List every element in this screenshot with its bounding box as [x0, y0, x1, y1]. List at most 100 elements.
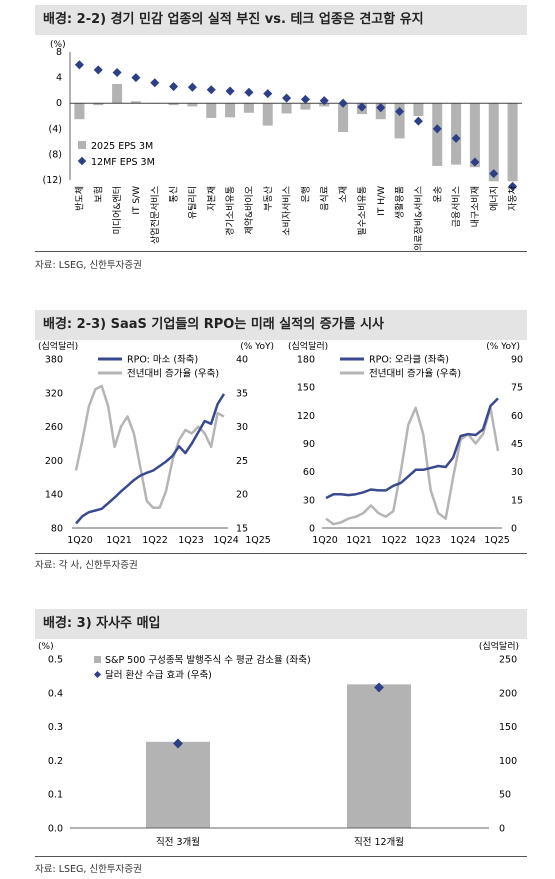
y-tick-label: (12)	[42, 175, 62, 186]
x-tick-label: 1Q25	[245, 535, 271, 546]
buyback-chart: (%) (십억달러) 0.5 0.4 0.3 0.2 0.1 0.0 250 200 150 100 5…	[38, 640, 519, 848]
left-tick-label: 260	[45, 422, 63, 433]
right-unit-label: (십억달러)	[479, 640, 519, 652]
x-category-label: 소재	[338, 186, 349, 203]
eps-2025-bar	[300, 103, 311, 110]
right-tick-label: 45	[511, 439, 523, 450]
eps-12mf-marker	[432, 124, 442, 134]
y-tick-label: 8	[56, 47, 62, 58]
eps-12mf-marker	[225, 86, 235, 96]
left-tick-label: 380	[45, 355, 63, 366]
eps-12mf-marker	[508, 181, 518, 191]
left-tick-label: 0.0	[48, 824, 63, 835]
section3-source-rule	[35, 856, 527, 857]
sector-eps-chart: (%)8 4 0 (4) (8) (12) 반도체 보험 미디어&엔터 IT S/W 상업전문서비스…	[42, 40, 522, 251]
right-unit-label: (% YoY)	[240, 342, 274, 352]
buyback-share-decrease-bar	[347, 684, 411, 828]
legend-label-yoy: 전년대비 증가율 (우축)	[127, 369, 219, 380]
right-tick-label: 25	[236, 456, 248, 467]
x-category-label: 필수소비유통	[356, 186, 368, 236]
left-tick-label: 0.2	[48, 756, 63, 767]
eps-12mf-marker	[187, 82, 197, 92]
x-category-label: 생활용품	[394, 186, 406, 219]
x-tick-label: 1Q22	[142, 535, 168, 546]
x-tick-label: 1Q23	[415, 535, 441, 546]
eps-2025-bar	[432, 103, 443, 166]
eps-2025-bar	[112, 84, 123, 104]
x-category-label: IT H/W	[377, 186, 387, 216]
eps-2025-bar	[394, 103, 405, 139]
right-tick-label: 150	[499, 722, 517, 733]
section1-source-rule	[35, 251, 527, 252]
x-category-label: 에너지	[489, 186, 500, 211]
left-tick-label: 180	[297, 355, 315, 366]
y-tick-label: (4)	[49, 124, 62, 135]
x-category-label: 부동산	[263, 186, 274, 211]
x-category-label: 제약&바이오	[243, 186, 255, 234]
eps-2025-bar	[206, 103, 217, 118]
rpo-microsoft-chart: (십억달러) (% YoY) 380 320 260 200 140 80 40 35 30 25 20…	[38, 340, 274, 546]
left-tick-label: 90	[303, 439, 315, 450]
left-tick-label: 200	[45, 456, 63, 467]
eps-2025-bar	[130, 101, 141, 104]
eps-12mf-marker	[395, 106, 405, 117]
section1-source: 자료: LSEG, 신한투자증권	[35, 260, 142, 271]
eps-12mf-marker	[282, 93, 292, 103]
eps-12mf-marker	[131, 73, 141, 83]
eps-12mf-marker	[206, 85, 216, 95]
legend-swatch-share-decrease	[94, 656, 101, 663]
yoy-growth-line	[325, 406, 500, 526]
section2-title: 배경: 2-3) SaaS 기업들의 RPO는 미래 실적의 증가를 시사	[35, 310, 527, 340]
legend-swatch-eps-2025	[78, 141, 86, 149]
eps-2025-bar	[93, 103, 104, 106]
section3-title: 배경: 3) 자사주 매입	[35, 609, 527, 639]
legend-swatch-dollar-effect	[93, 670, 102, 679]
eps-12mf-marker	[112, 67, 122, 78]
rpo-line	[325, 397, 499, 500]
x-category-label: 운송	[432, 186, 443, 203]
left-tick-label: 0.1	[48, 790, 63, 801]
x-tick-label: 1Q20	[67, 535, 93, 546]
x-tick-label: 1Q22	[381, 535, 407, 546]
eps-2025-bar	[74, 103, 85, 120]
buyback-dollar-effect-marker	[173, 738, 183, 749]
left-tick-label: 0.3	[48, 722, 63, 733]
right-tick-label: 75	[511, 383, 523, 394]
right-tick-label: 0	[499, 824, 505, 835]
left-tick-label: 0	[309, 524, 315, 535]
eps-12mf-marker	[93, 65, 103, 75]
right-tick-label: 50	[499, 790, 511, 801]
eps-12mf-marker	[169, 82, 179, 92]
x-tick-label: 1Q24	[213, 535, 239, 546]
right-tick-label: 250	[499, 655, 517, 666]
rpo-line	[75, 393, 226, 525]
x-category-label: 금융서비스	[451, 186, 462, 227]
x-category-label: 보험	[93, 186, 104, 203]
x-category-label: 자본재	[206, 186, 217, 211]
left-unit-label: (%)	[38, 642, 54, 652]
x-category-label: 유틸리티	[187, 186, 198, 219]
right-tick-label: 30	[511, 467, 523, 478]
eps-2025-bar	[338, 103, 349, 132]
right-tick-label: 20	[236, 490, 248, 501]
legend-label-dollar-effect: 달러 환산 수급 효과 (우축)	[105, 669, 212, 681]
section2-source-rule	[35, 553, 527, 554]
eps-2025-bar	[413, 103, 424, 116]
x-tick-label: 1Q25	[484, 535, 510, 546]
section2-source: 자료: 각 사, 신한투자증권	[35, 560, 138, 571]
left-tick-label: 140	[45, 490, 63, 501]
eps-2025-bar	[281, 103, 292, 114]
left-unit-label: (십억달러)	[38, 340, 78, 352]
right-tick-label: 40	[236, 355, 248, 366]
eps-12mf-marker	[470, 157, 480, 167]
x-category-label: 미디어&엔터	[112, 186, 123, 234]
eps-2025-bar	[225, 103, 236, 118]
x-category-label: 경기소비유통	[224, 186, 236, 236]
right-tick-label: 15	[511, 495, 523, 506]
eps-2025-bar	[243, 103, 254, 113]
left-tick-label: 60	[303, 467, 315, 478]
y-tick-label: 4	[56, 73, 62, 84]
eps-12mf-marker	[300, 94, 310, 104]
x-category-label: 통신	[169, 186, 180, 203]
left-tick-label: 120	[297, 411, 315, 422]
